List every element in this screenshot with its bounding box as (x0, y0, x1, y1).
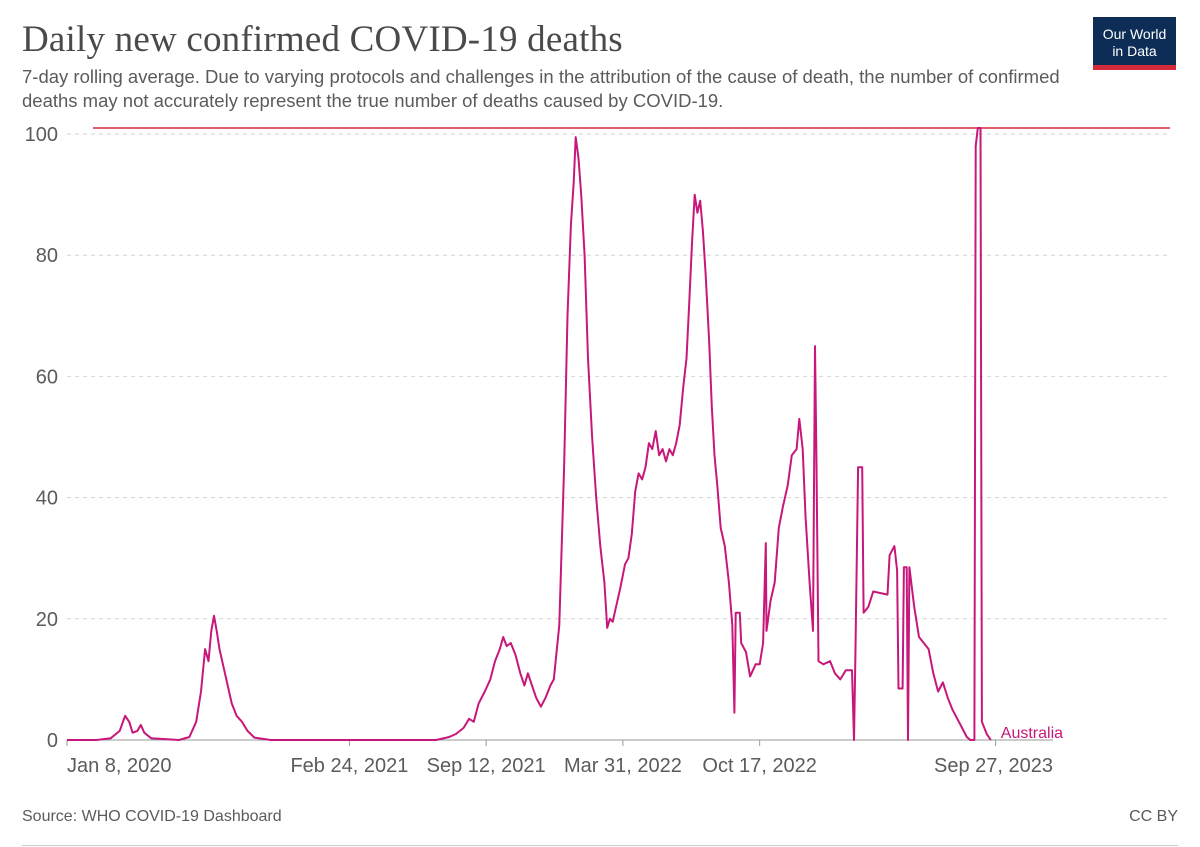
series-lines: Australia (67, 127, 1063, 742)
logo-line-1: Our World (1102, 26, 1167, 42)
x-tick-label: Sep 27, 2023 (934, 755, 1053, 777)
series-line-australia (67, 127, 992, 741)
x-tick-label: Feb 24, 2021 (290, 755, 408, 777)
y-tick-label: 0 (47, 730, 58, 752)
owid-logo[interactable]: Our World in Data (1093, 17, 1176, 70)
chart-subtitle: 7-day rolling average. Due to varying pr… (22, 66, 1060, 111)
y-tick-label: 100 (25, 124, 58, 146)
series-label-australia: Australia (1001, 725, 1063, 742)
license-link[interactable]: CC BY (1129, 808, 1178, 825)
chart-title: Daily new confirmed COVID-19 deaths (22, 19, 623, 60)
y-axis-labels: 0 20 40 60 80 100 (25, 124, 58, 752)
y-tick-label: 40 (36, 488, 58, 510)
y-tick-label: 80 (36, 245, 58, 267)
line-chart: 0 20 40 60 80 100 Jan 8, 2020 Feb 24, 2021 Sep … (25, 124, 1170, 777)
x-tick-label: Jan 8, 2020 (67, 755, 172, 777)
grid-lines (67, 133, 1170, 620)
source-note: Source: WHO COVID-19 Dashboard (22, 808, 282, 825)
x-tick-label: Oct 17, 2022 (702, 755, 817, 777)
x-axis: Jan 8, 2020 Feb 24, 2021 Sep 12, 2021 Mar 3… (66, 739, 1053, 777)
logo-line-2: in Data (1112, 43, 1157, 59)
y-tick-label: 20 (36, 609, 58, 631)
y-tick-label: 60 (36, 366, 58, 388)
footer-divider (22, 845, 1178, 846)
x-tick-label: Sep 12, 2021 (427, 755, 546, 777)
x-tick-label: Mar 31, 2022 (564, 755, 682, 777)
